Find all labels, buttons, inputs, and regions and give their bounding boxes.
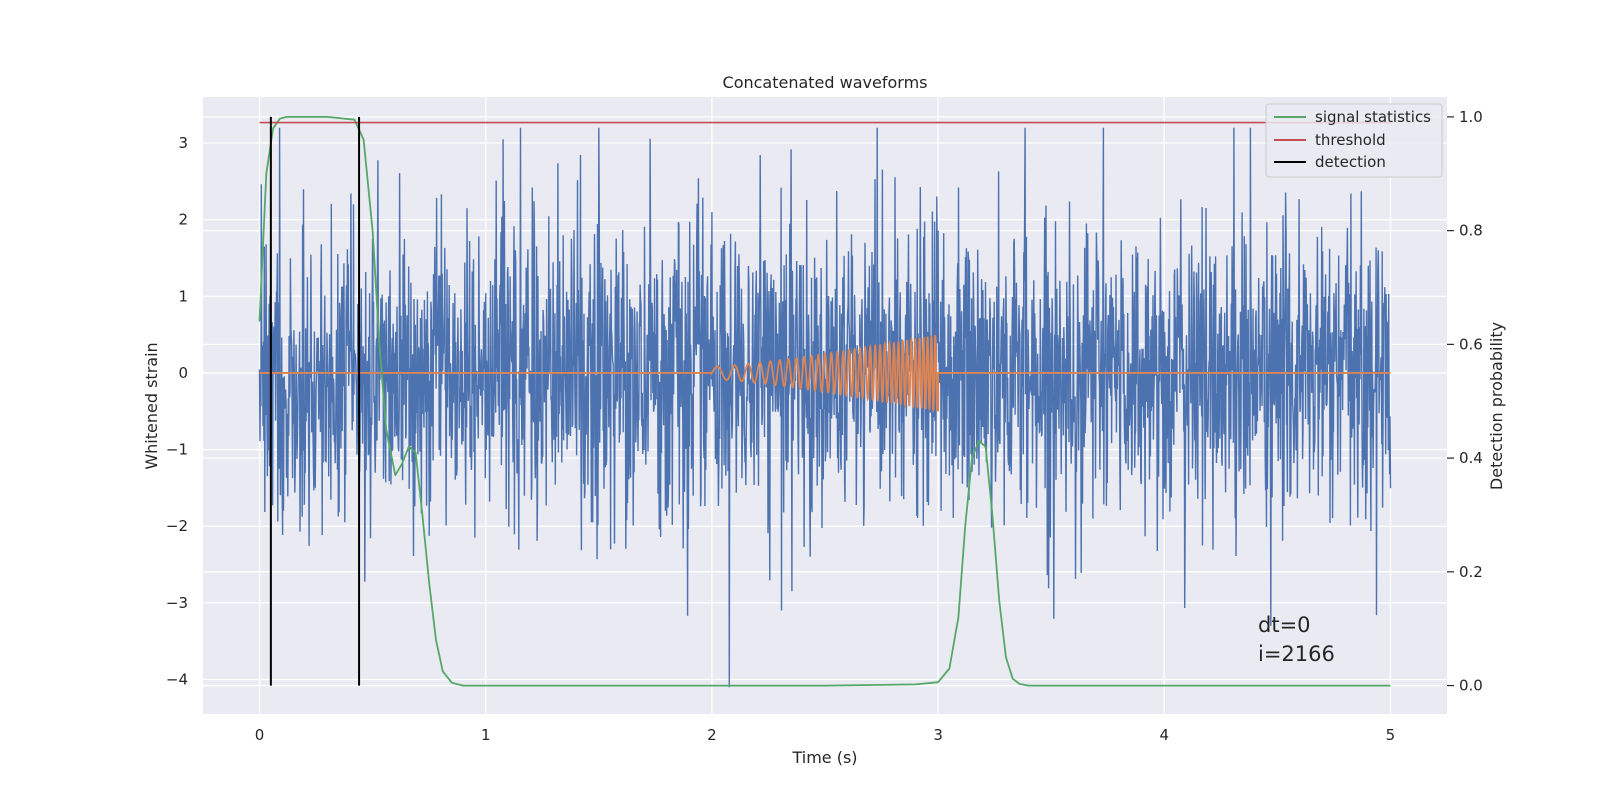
annotation-dt: dt=0 [1258, 613, 1311, 637]
y-tick-label: −3 [166, 594, 188, 612]
y-tick-label: 0 [178, 364, 188, 382]
series-signal-statistics [258, 116, 1391, 687]
x-tick-label: 4 [1159, 726, 1169, 744]
y-tick-label-right: 0.0 [1459, 677, 1483, 695]
series-chirp-template [259, 334, 1391, 413]
x-tick-label: 1 [481, 726, 491, 744]
legend-label-threshold: threshold [1315, 131, 1386, 149]
bottom-axis: 0 1 2 3 4 5 [255, 726, 1395, 744]
y-tick-label-right: 0.8 [1459, 222, 1483, 240]
y-tick-label: −2 [166, 517, 188, 535]
chart-title: Concatenated waveforms [723, 73, 928, 92]
x-axis-label: Time (s) [791, 748, 857, 767]
annotation-index: i=2166 [1258, 642, 1335, 666]
legend-box [1265, 103, 1443, 178]
y-tick-label-right: 0.6 [1459, 335, 1483, 353]
x-tick-label: 5 [1386, 726, 1396, 744]
y-tick-label: 1 [178, 287, 188, 305]
y-tick-label-right: 0.2 [1459, 563, 1483, 581]
y-tick-label-right: 0.4 [1459, 449, 1483, 467]
x-tick-label: 3 [933, 726, 943, 744]
x-tick-label: 0 [255, 726, 265, 744]
right-axis: 0.0 0.2 0.4 0.6 0.8 1.0 [1447, 108, 1483, 695]
left-axis: −4 −3 −2 −1 0 1 2 3 [166, 134, 188, 689]
y-tick-label: −1 [166, 441, 188, 459]
y-axis-label-right: Detection probability [1487, 322, 1506, 490]
x-tick-label: 2 [707, 726, 717, 744]
legend-label-signal-statistics: signal statistics [1315, 108, 1431, 126]
y-tick-label: −4 [166, 671, 188, 689]
legend: signal statistics threshold detection [1265, 103, 1443, 178]
y-tick-label-right: 1.0 [1459, 108, 1483, 126]
y-tick-label: 3 [178, 134, 188, 152]
plot-area [258, 116, 1392, 688]
series-noise [258, 127, 1392, 688]
legend-label-detection: detection [1315, 153, 1386, 171]
y-tick-label: 2 [178, 211, 188, 229]
y-axis-label: Whitened strain [142, 342, 161, 469]
